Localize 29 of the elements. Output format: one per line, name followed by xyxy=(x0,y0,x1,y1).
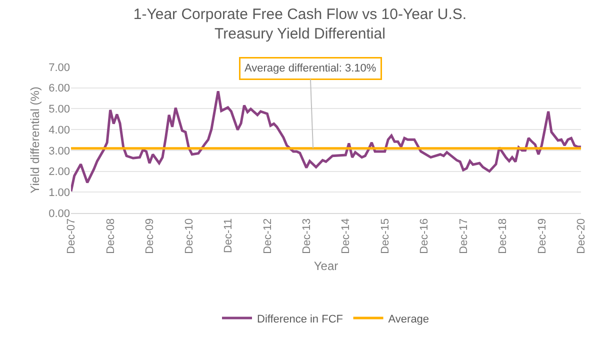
x-tick-label: Dec-09 xyxy=(144,218,156,254)
y-tick-label: 2.00 xyxy=(48,166,70,178)
x-tick-label: Dec-10 xyxy=(183,218,196,254)
x-tick-label: Dec-15 xyxy=(379,218,392,254)
y-axis-title: Yield differential (%) xyxy=(28,86,42,194)
y-tick-label: 5.00 xyxy=(48,104,70,116)
x-tick-label: Dec-12 xyxy=(262,218,274,254)
x-tick-label: Dec-20 xyxy=(576,218,588,254)
legend-label: Average xyxy=(388,313,430,326)
line-series xyxy=(71,90,581,193)
legend-label: Difference in FCF xyxy=(257,313,344,326)
y-tick-label: 1.00 xyxy=(48,186,70,199)
y-tick-label: 0.00 xyxy=(48,208,70,220)
x-tick-label: Dec-18 xyxy=(497,218,510,254)
x-tick-label: Dec-07 xyxy=(66,218,78,254)
y-tick-label: 3.00 xyxy=(48,145,70,158)
x-tick-label: Dec-14 xyxy=(340,218,352,254)
x-tick-label: Dec-19 xyxy=(536,218,548,254)
x-axis-title: Year xyxy=(314,258,338,273)
y-tick-label: 4.00 xyxy=(48,124,70,136)
x-tick-label: Dec-13 xyxy=(300,218,313,254)
x-tick-label: Dec-17 xyxy=(458,218,470,254)
x-tick-label: Dec-08 xyxy=(104,218,117,254)
y-tick-label: 6.00 xyxy=(48,82,70,95)
y-tick-label: 7.00 xyxy=(48,62,70,74)
x-tick-label: Dec-16 xyxy=(418,218,431,254)
chart-title: 1-Year Corporate Free Cash Flow vs 10-Year U.S. Treasury Yield Differential xyxy=(133,6,467,42)
annotation: Average differential: 3.10% xyxy=(244,62,376,74)
x-tick-label: Dec-11 xyxy=(222,218,234,254)
